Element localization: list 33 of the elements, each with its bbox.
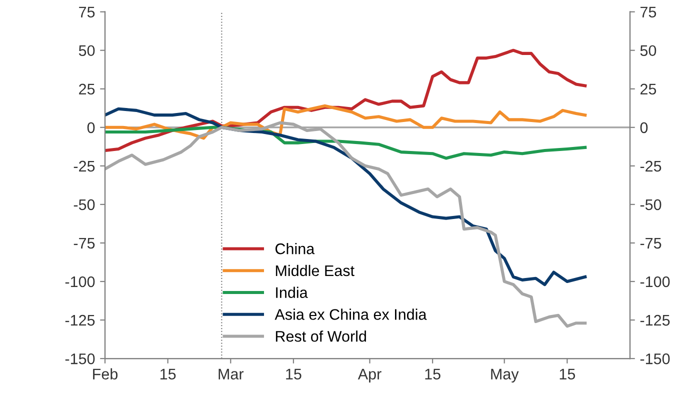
x-tick-label: Apr [358,368,382,383]
x-tick-label: Feb [93,368,118,380]
y2-tick-label: 50 [640,45,656,56]
y2-tick-label: -25 [640,160,662,172]
x-tick-label: 15 [286,368,302,380]
x-tick-label: 15 [160,368,176,380]
legend-label: Middle East [276,264,354,276]
x-tick-label: 15 [560,368,576,380]
y-tick-label: 0 [87,122,95,134]
y-tick-label: -25 [74,160,95,172]
legend-label: India [276,286,308,298]
y2-tick-label: -50 [640,199,662,210]
y2-tick-label: -100 [640,276,670,288]
legend-label: Rest of World [276,330,366,342]
y-tick-label: -125 [65,314,95,326]
legend-label: China [275,243,315,254]
legend-label: Asia ex China ex India [274,308,427,320]
y-tick-label: 75 [79,6,95,18]
x-tick-label: Mar [218,368,244,380]
x-tick-label: May [491,368,519,383]
y-tick-label: -75 [74,238,95,249]
y-tick-label: -100 [65,276,95,288]
y2-tick-label: -125 [640,314,670,326]
y2-tick-label: 75 [640,6,656,18]
y-tick-label: 25 [79,84,95,95]
y-tick-label: -150 [65,353,95,364]
y2-tick-label: -150 [640,353,670,364]
y2-tick-label: 0 [640,122,648,134]
x-tick-label: 15 [425,368,440,380]
y-tick-label: 50 [78,45,95,56]
y-tick-label: -50 [74,199,95,210]
y2-tick-label: 25 [640,84,656,95]
y2-tick-label: -75 [640,238,662,249]
